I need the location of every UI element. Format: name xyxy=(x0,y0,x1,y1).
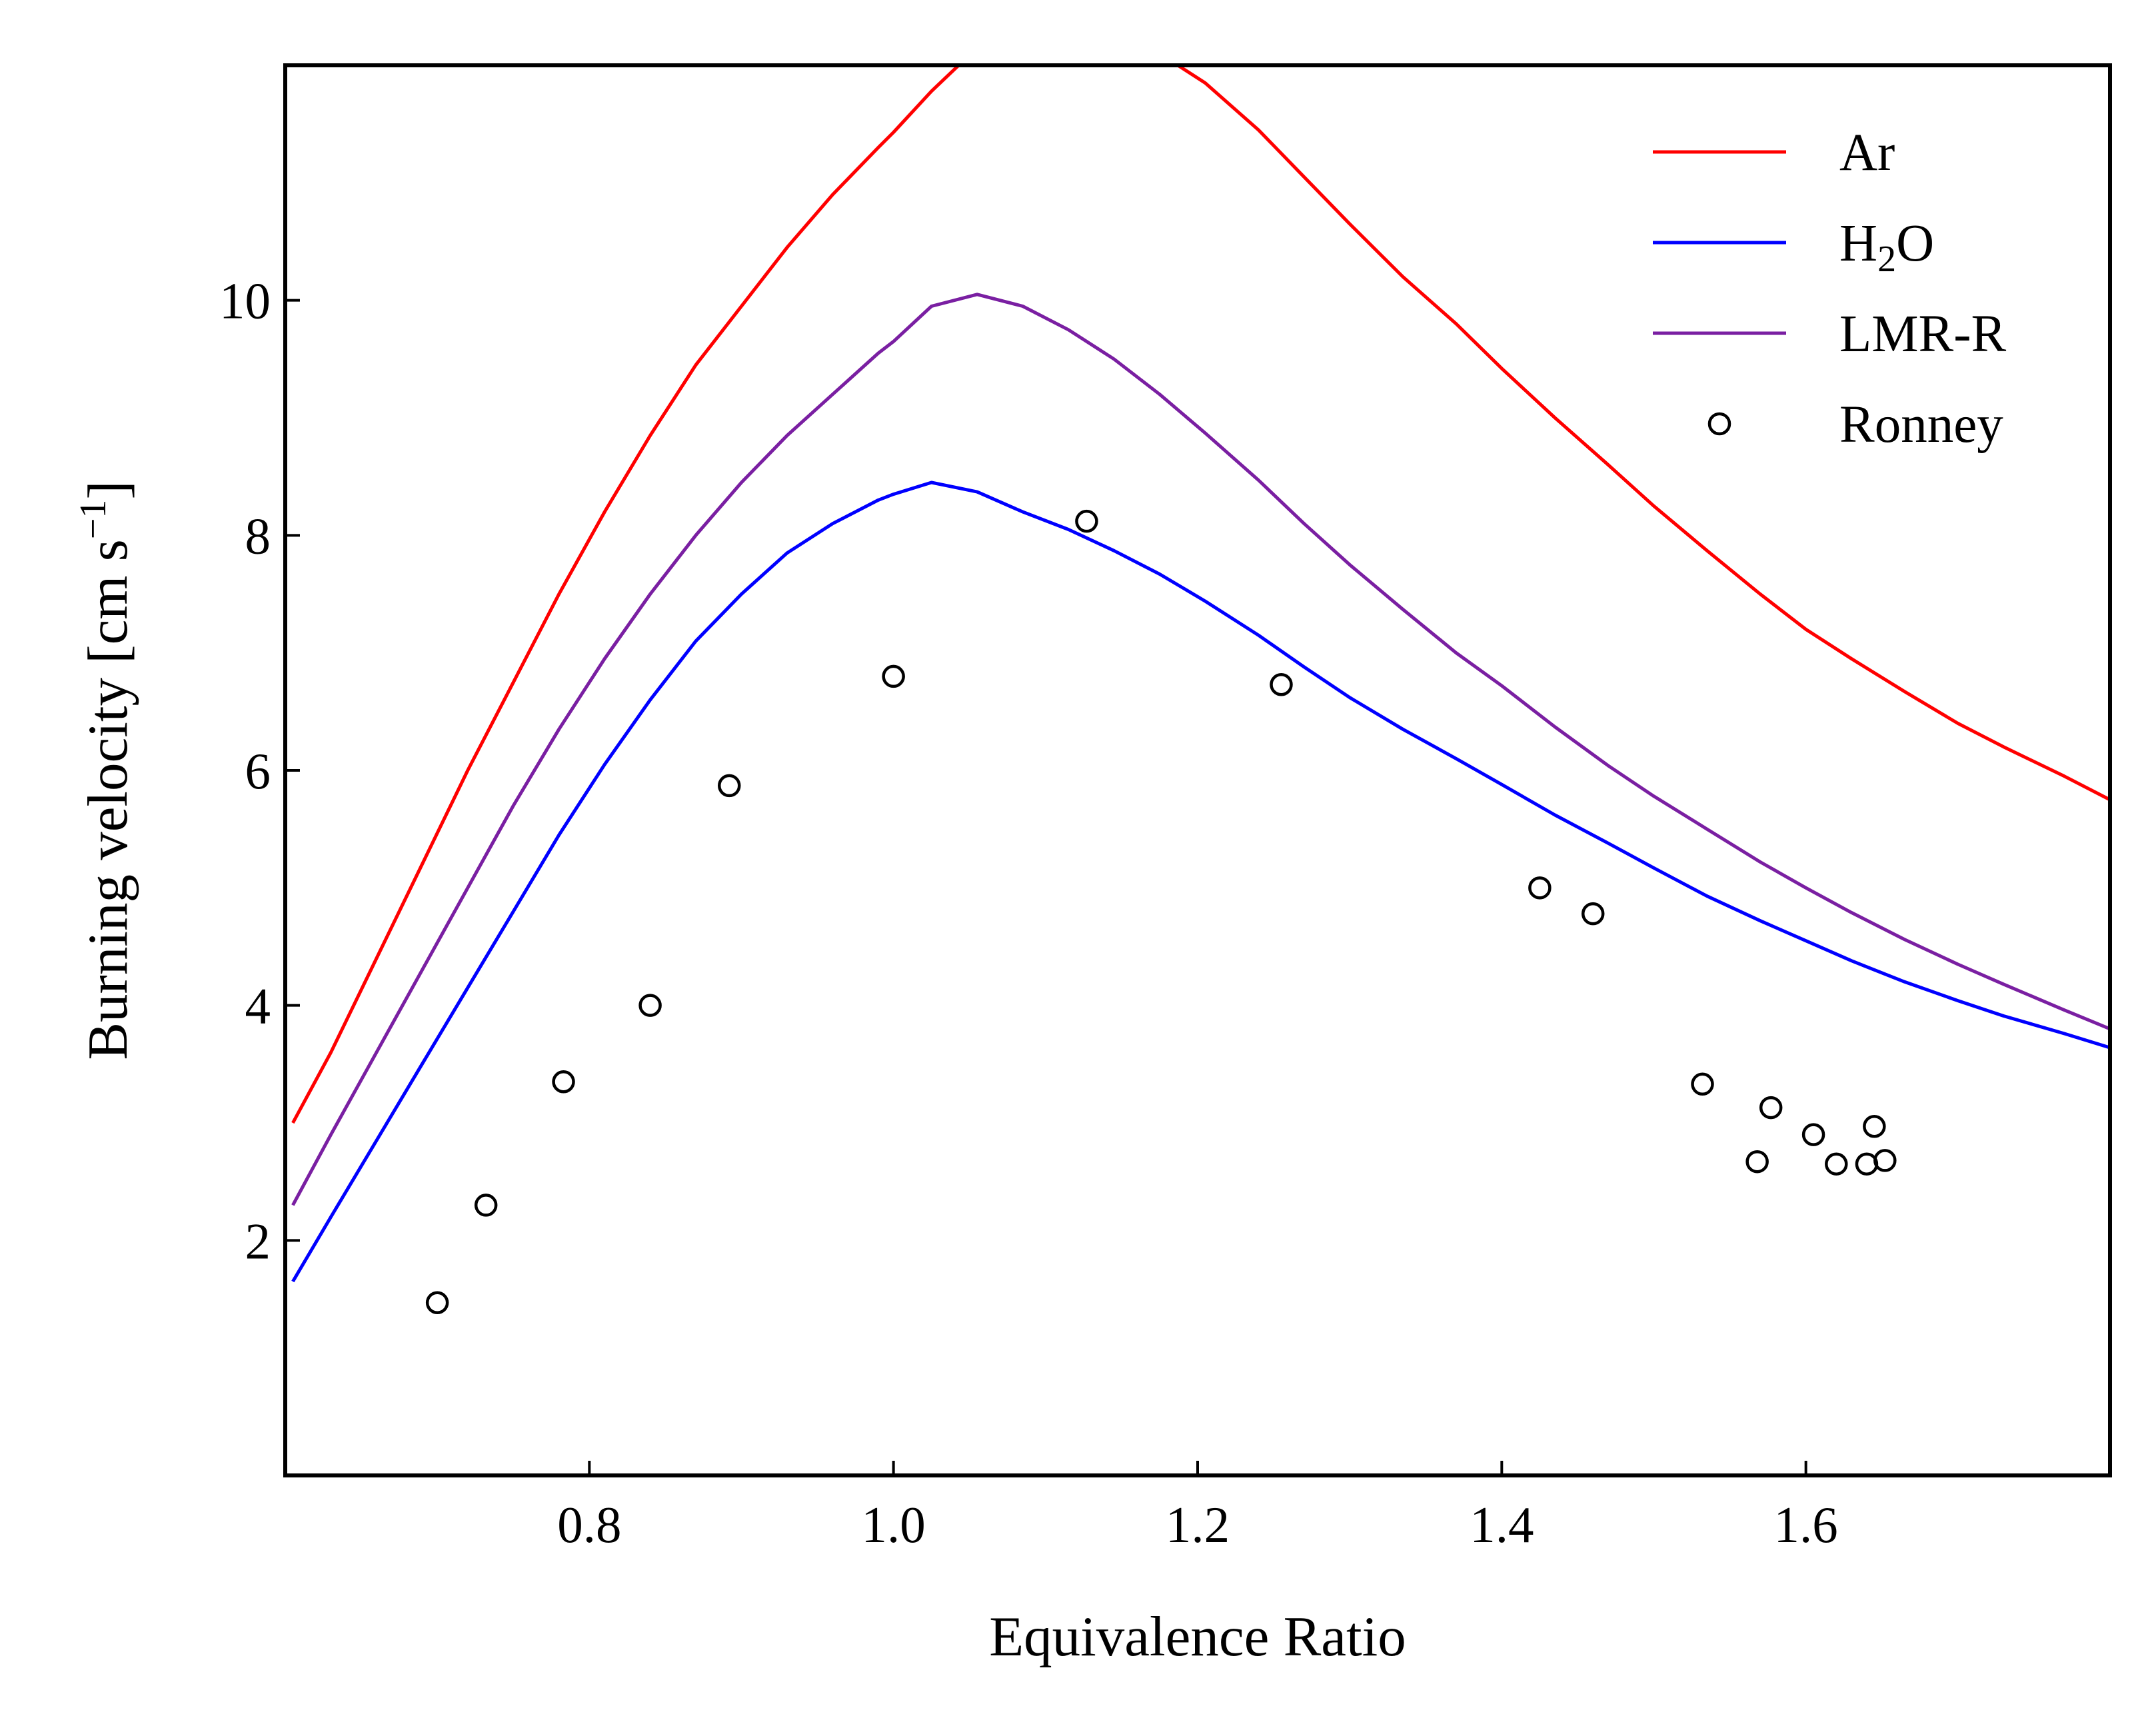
y-axis-title-superscript: −1 xyxy=(73,500,114,540)
x-tick-label: 1.6 xyxy=(1774,1496,1838,1553)
y-tick-label: 4 xyxy=(245,978,271,1035)
data-point-ronney xyxy=(882,664,905,688)
y-tick-label: 10 xyxy=(219,273,271,330)
data-point-ronney xyxy=(1745,1150,1769,1174)
data-point-ronney xyxy=(425,1291,449,1315)
legend-label-ronney: Ronney xyxy=(1839,396,2003,454)
y-axis-ticks: 2 4 6 8 10 xyxy=(219,273,300,1270)
series-line-ar xyxy=(291,65,2110,1124)
data-point-ronney xyxy=(1801,1123,1825,1146)
x-tick-label: 1.2 xyxy=(1166,1496,1230,1553)
series-line-h2o xyxy=(291,480,2110,1283)
data-point-ronney xyxy=(717,774,741,798)
data-point-ronney xyxy=(638,994,662,1017)
legend: Ar H2O LMR-R Ronney xyxy=(1653,124,2007,454)
x-axis-ticks: 0.8 1.0 1.2 1.4 1.6 xyxy=(557,1461,1838,1553)
x-tick-label: 1.0 xyxy=(862,1496,926,1553)
x-axis-title: Equivalence Ratio xyxy=(989,1605,1406,1668)
data-point-ronney xyxy=(1863,1115,1886,1138)
y-tick-label: 2 xyxy=(245,1212,271,1270)
plot-frame xyxy=(283,63,2112,1477)
data-point-ronney xyxy=(474,1194,498,1217)
data-point-ronney xyxy=(1691,1072,1714,1096)
legend-label-lmr-r: LMR-R xyxy=(1839,305,2007,363)
data-point-ronney xyxy=(1528,876,1552,900)
legend-label-ar: Ar xyxy=(1839,124,1895,182)
y-axis-title-main: Burning velocity [cm s xyxy=(77,539,139,1060)
y-axis-title-end: ] xyxy=(77,480,139,499)
series-line-lmr-r xyxy=(291,293,2110,1206)
y-tick-label: 8 xyxy=(245,507,271,564)
legend-label-h2o: H2O xyxy=(1839,215,1934,280)
x-tick-label: 0.8 xyxy=(557,1496,621,1553)
legend-swatch-ronney xyxy=(1707,412,1731,436)
data-point-ronney xyxy=(1759,1096,1783,1120)
series-layer xyxy=(291,65,2110,1315)
data-point-ronney xyxy=(1825,1152,1848,1176)
data-point-ronney xyxy=(1270,673,1293,696)
data-point-ronney xyxy=(1075,509,1098,533)
y-axis-title: Burning velocity [cm s−1] xyxy=(73,480,139,1060)
data-point-ronney xyxy=(552,1070,575,1094)
data-point-ronney xyxy=(1873,1149,1897,1172)
x-tick-label: 1.4 xyxy=(1470,1496,1534,1553)
y-tick-label: 6 xyxy=(245,742,271,800)
data-point-ronney xyxy=(1581,902,1605,926)
